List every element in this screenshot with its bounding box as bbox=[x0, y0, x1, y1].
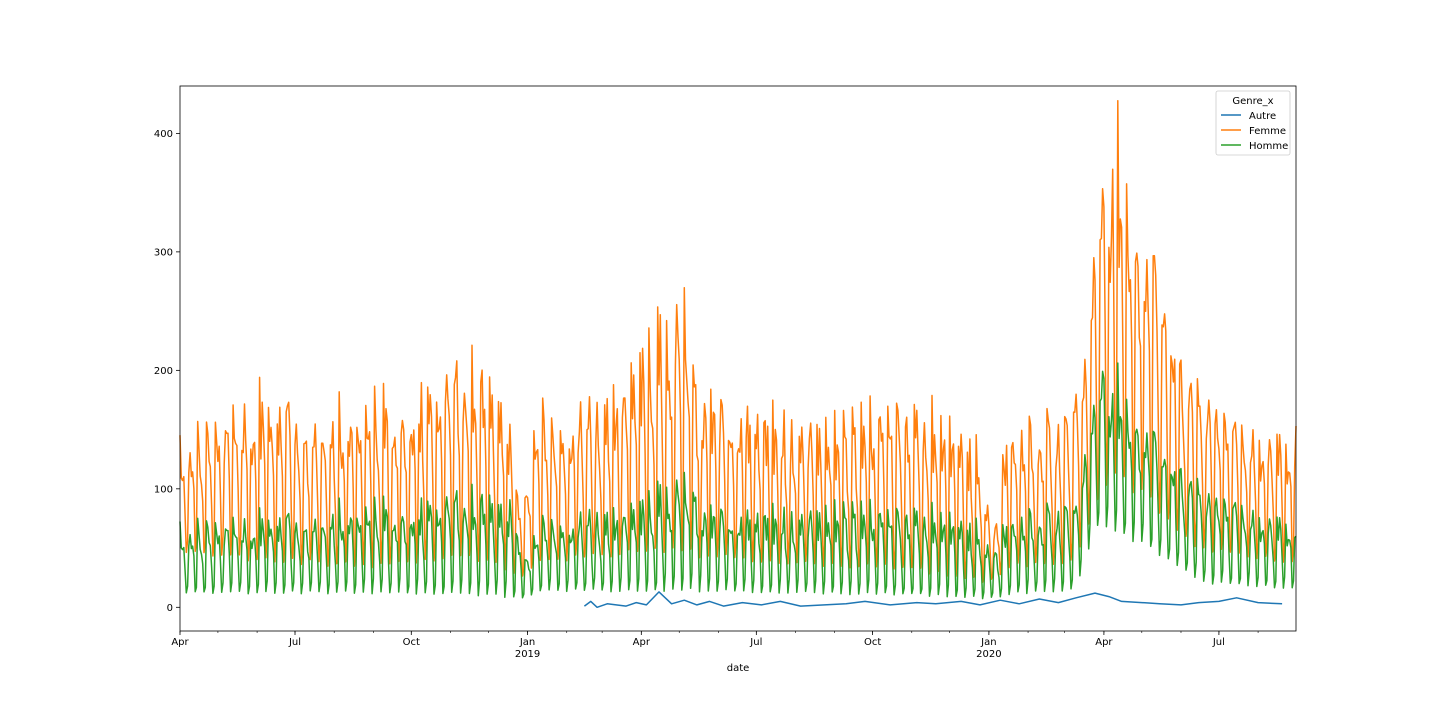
x-tick-label: Jul bbox=[749, 637, 762, 648]
series-line-homme bbox=[179, 362, 1297, 600]
y-tick-label: 0 bbox=[167, 603, 173, 614]
legend-items: Autre Femme Homme bbox=[1221, 111, 1288, 152]
legend-title: Genre_x bbox=[1232, 96, 1273, 107]
legend-label-femme: Femme bbox=[1249, 126, 1286, 137]
plot-frame bbox=[179, 85, 1297, 632]
series-line-femme bbox=[179, 99, 1297, 583]
y-tick-label: 200 bbox=[154, 366, 173, 377]
x-tick-label: Jul bbox=[288, 637, 301, 648]
legend-label-autre: Autre bbox=[1249, 111, 1276, 122]
x-tick-label: Apr bbox=[1095, 637, 1113, 648]
x-tick-label: Jan bbox=[519, 637, 535, 648]
legend-label-homme: Homme bbox=[1249, 141, 1288, 152]
y-axis: 0 100 200 300 400 bbox=[154, 129, 180, 614]
x-axis-label: date bbox=[727, 663, 750, 674]
series-line-autre bbox=[583, 591, 1283, 609]
x-tick-label: Jan bbox=[980, 637, 996, 648]
legend-box bbox=[1215, 90, 1291, 156]
x-tick-label: Jul bbox=[1212, 637, 1225, 648]
x-tick-label: Oct bbox=[403, 637, 420, 648]
y-tick-label: 400 bbox=[154, 129, 173, 140]
x-tick-year-label: 2019 bbox=[515, 649, 540, 660]
x-tick-label: Apr bbox=[171, 637, 189, 648]
legend: Genre_x Autre Femme Homme bbox=[1215, 90, 1291, 156]
x-tick-label: Apr bbox=[633, 637, 651, 648]
y-tick-label: 100 bbox=[154, 484, 173, 495]
x-tick-label: Oct bbox=[864, 637, 881, 648]
y-tick-label: 300 bbox=[154, 247, 173, 258]
series-layer bbox=[179, 99, 1297, 609]
x-tick-year-label: 2020 bbox=[976, 649, 1001, 660]
